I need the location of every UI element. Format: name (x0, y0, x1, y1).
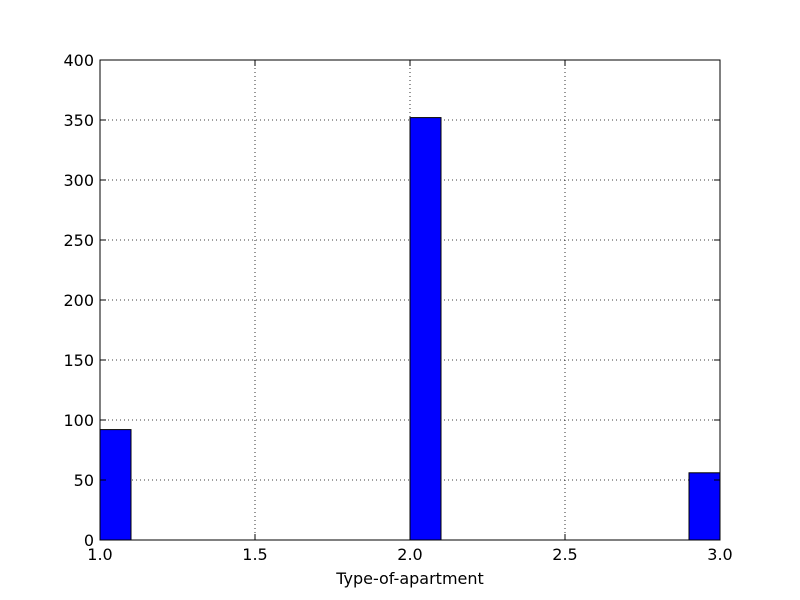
histogram-bar (409, 117, 442, 541)
x-tick-label: 1.5 (242, 545, 267, 564)
y-tick-label: 300 (63, 171, 94, 190)
axis-ticks (99, 59, 721, 541)
y-tick-label: 50 (74, 471, 94, 490)
x-tick-label: 1.0 (87, 545, 112, 564)
histogram-bar (99, 429, 132, 541)
y-tick-label: 250 (63, 231, 94, 250)
x-tick-label: 2.0 (397, 545, 422, 564)
y-tick-label: 150 (63, 351, 94, 370)
y-tick-label: 100 (63, 411, 94, 430)
x-tick-label: 3.0 (707, 545, 732, 564)
y-tick-label: 350 (63, 111, 94, 130)
y-tick-label: 400 (63, 51, 94, 70)
x-axis-label: Type-of-apartment (335, 569, 484, 588)
x-tick-labels: 1.0 1.5 2.0 2.5 3.0 (87, 545, 732, 564)
y-tick-label: 0 (84, 531, 94, 550)
y-tick-label: 200 (63, 291, 94, 310)
y-tick-labels: 0 50 100 150 200 250 300 350 400 (63, 51, 94, 550)
histogram-bar (688, 472, 721, 541)
x-tick-label: 2.5 (552, 545, 577, 564)
